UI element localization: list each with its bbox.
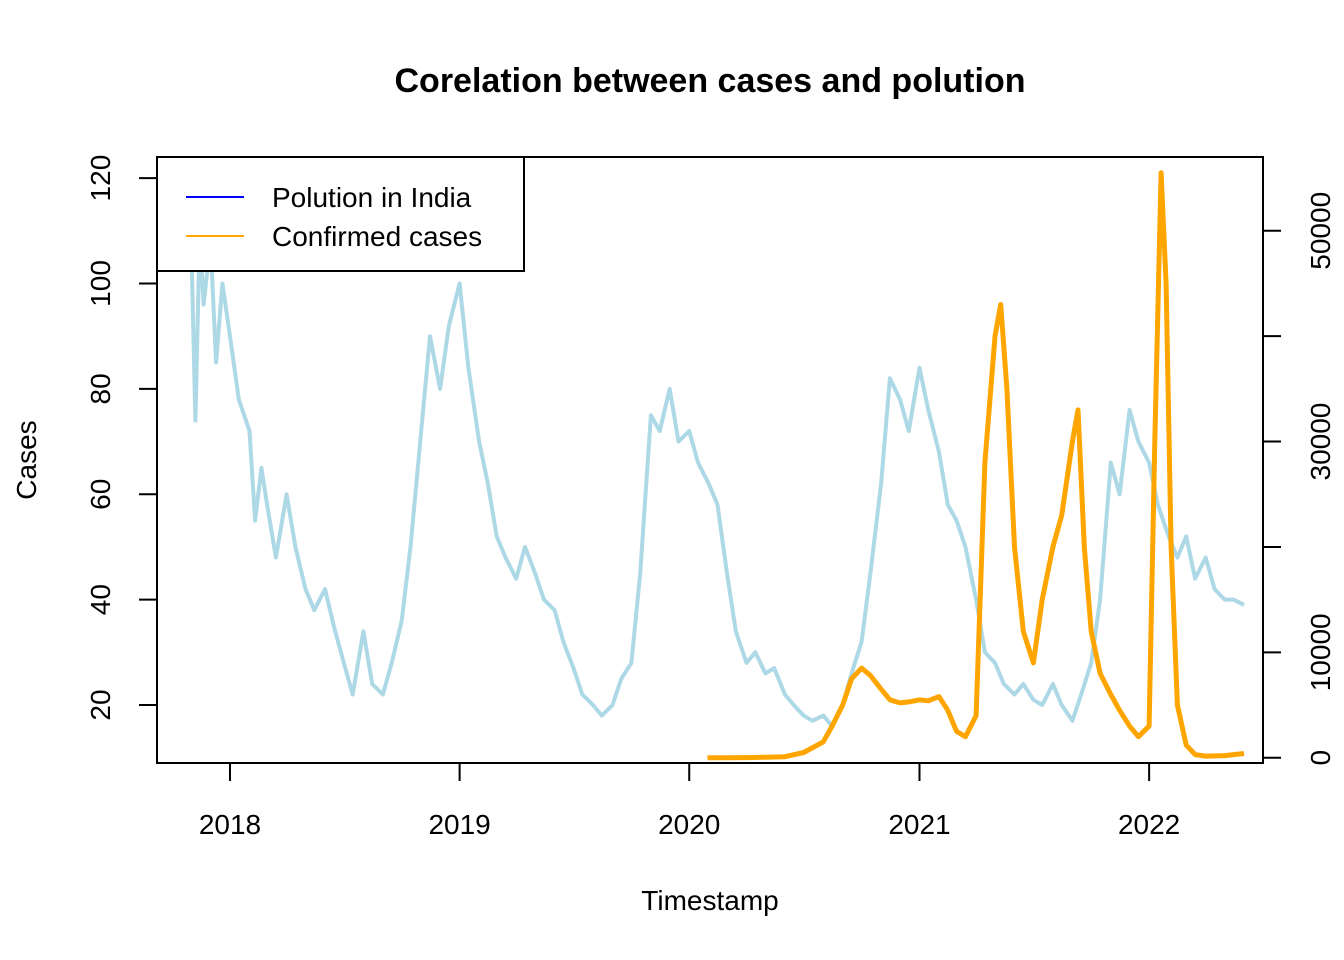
x-axis: 2018 2019 2020 2021 2022 <box>199 762 1180 840</box>
series-line-confirmed-cases <box>707 170 1245 761</box>
y-left-tick-label-80: 80 <box>85 373 116 404</box>
y-left-tick-label-20: 20 <box>85 689 116 720</box>
y-axis-label: Cases <box>11 420 42 499</box>
chart-title: Corelation between cases and polution <box>395 62 1026 100</box>
legend-label-polution: Polution in India <box>272 182 472 213</box>
x-tick-label-2022: 2022 <box>1118 809 1180 840</box>
series-line-polution <box>189 228 1245 729</box>
series-layer <box>189 170 1245 761</box>
y-axis-left: 20 40 60 80 100 120 <box>85 155 158 721</box>
x-tick-label-2018: 2018 <box>199 809 261 840</box>
y-axis-right: 0 10000 30000 50000 <box>1262 192 1336 766</box>
legend-box <box>156 156 525 272</box>
legend-label-cases: Confirmed cases <box>272 221 482 252</box>
y-right-tick-label-0: 0 <box>1305 750 1336 766</box>
x-tick-label-2021: 2021 <box>888 809 950 840</box>
x-axis-label: Timestamp <box>641 885 778 916</box>
y-right-tick-label-30000: 30000 <box>1305 403 1336 481</box>
y-left-tick-label-120: 120 <box>85 155 116 202</box>
y-left-tick-label-40: 40 <box>85 584 116 615</box>
x-tick-label-2019: 2019 <box>428 809 490 840</box>
legend: Polution in India Confirmed cases <box>156 156 525 272</box>
y-right-tick-label-50000: 50000 <box>1305 192 1336 270</box>
x-tick-label-2020: 2020 <box>658 809 720 840</box>
y-left-tick-label-100: 100 <box>85 260 116 307</box>
y-right-tick-label-10000: 10000 <box>1305 613 1336 691</box>
y-left-tick-label-60: 60 <box>85 479 116 510</box>
